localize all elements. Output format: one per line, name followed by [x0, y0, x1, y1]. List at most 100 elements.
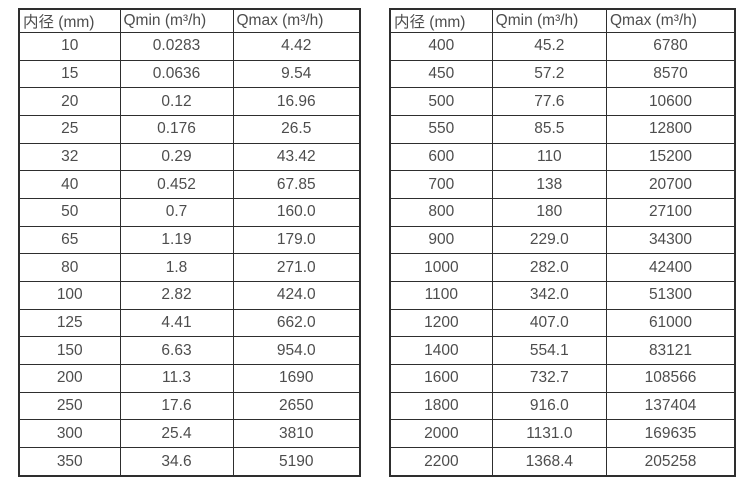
- table-cell: 500: [389, 87, 493, 117]
- table-row: 10 0.0283 4.42: [18, 32, 361, 61]
- header-qmax: Qmax (m³/h): [605, 8, 736, 33]
- table-cell: 282.0: [491, 253, 607, 283]
- table-cell: 1100: [389, 281, 493, 310]
- table-cell: 4.42: [232, 32, 361, 61]
- table-row: 550 85.5 12800: [389, 115, 736, 144]
- table-cell: 125: [18, 308, 121, 338]
- table-cell: 16.96: [232, 87, 361, 117]
- table-row: 450 57.2 8570: [389, 59, 736, 89]
- table-row: 1400 554.1 83121: [389, 336, 736, 366]
- table-cell: 662.0: [232, 308, 361, 338]
- table-cell: 180: [491, 198, 607, 227]
- table-cell: 15200: [605, 142, 736, 172]
- table-cell: 0.7: [119, 198, 234, 227]
- table-cell: 800: [389, 198, 493, 227]
- table-cell: 300: [18, 419, 121, 449]
- table-cell: 10: [18, 32, 121, 61]
- table-cell: 1.8: [119, 253, 234, 283]
- table-cell: 0.176: [119, 115, 234, 144]
- table-cell: 0.29: [119, 142, 234, 172]
- table-row: 15 0.0636 9.54: [18, 59, 361, 89]
- table-row: 40 0.452 67.85: [18, 170, 361, 200]
- table-cell: 137404: [605, 391, 736, 421]
- table-cell: 8570: [605, 59, 736, 89]
- table-cell: 954.0: [232, 336, 361, 366]
- table-cell: 916.0: [491, 391, 607, 421]
- table-cell: 205258: [605, 447, 736, 477]
- table-cell: 179.0: [232, 225, 361, 255]
- table-row: 20 0.12 16.96: [18, 87, 361, 117]
- table-cell: 271.0: [232, 253, 361, 283]
- table-row: 800 180 27100: [389, 198, 736, 227]
- table-cell: 32: [18, 142, 121, 172]
- table-body: 400 45.2 6780 450 57.2 8570 500 77.6 10600 550 85.…: [389, 32, 736, 477]
- table-cell: 51300: [605, 281, 736, 310]
- header-row: 内径 (mm) Qmin (m³/h) Qmax (m³/h): [389, 8, 736, 33]
- table-cell: 1400: [389, 336, 493, 366]
- table-cell: 9.54: [232, 59, 361, 89]
- table-cell: 350: [18, 447, 121, 477]
- header-qmin: Qmin (m³/h): [119, 8, 234, 33]
- table-cell: 50: [18, 198, 121, 227]
- table-cell: 11.3: [119, 364, 234, 393]
- table-row: 80 1.8 271.0: [18, 253, 361, 283]
- header-qmax: Qmax (m³/h): [232, 8, 361, 33]
- table-cell: 229.0: [491, 225, 607, 255]
- table-cell: 61000: [605, 308, 736, 338]
- table-cell: 150: [18, 336, 121, 366]
- table-cell: 25: [18, 115, 121, 144]
- table-row: 25 0.176 26.5: [18, 115, 361, 144]
- table-row: 400 45.2 6780: [389, 32, 736, 61]
- table-cell: 1200: [389, 308, 493, 338]
- table-cell: 42400: [605, 253, 736, 283]
- table-cell: 12800: [605, 115, 736, 144]
- table-cell: 43.42: [232, 142, 361, 172]
- table-cell: 100: [18, 281, 121, 310]
- table-cell: 424.0: [232, 281, 361, 310]
- table-row: 65 1.19 179.0: [18, 225, 361, 255]
- table-cell: 1131.0: [491, 419, 607, 449]
- table-cell: 1.19: [119, 225, 234, 255]
- table-cell: 400: [389, 32, 493, 61]
- table-cell: 2000: [389, 419, 493, 449]
- table-cell: 40: [18, 170, 121, 200]
- table-cell: 160.0: [232, 198, 361, 227]
- table-cell: 67.85: [232, 170, 361, 200]
- table-cell: 45.2: [491, 32, 607, 61]
- table-cell: 1000: [389, 253, 493, 283]
- table-cell: 900: [389, 225, 493, 255]
- table-cell: 27100: [605, 198, 736, 227]
- table-cell: 1600: [389, 364, 493, 393]
- table-cell: 169635: [605, 419, 736, 449]
- flow-table-small-diameters: 内径 (mm) Qmin (m³/h) Qmax (m³/h) 10 0.0283…: [18, 8, 361, 477]
- table-cell: 26.5: [232, 115, 361, 144]
- table-row: 900 229.0 34300: [389, 225, 736, 255]
- table-cell: 342.0: [491, 281, 607, 310]
- table-row: 32 0.29 43.42: [18, 142, 361, 172]
- table-cell: 17.6: [119, 391, 234, 421]
- table-cell: 6.63: [119, 336, 234, 366]
- table-row: 1200 407.0 61000: [389, 308, 736, 338]
- table-cell: 110: [491, 142, 607, 172]
- table-cell: 25.4: [119, 419, 234, 449]
- table-body: 10 0.0283 4.42 15 0.0636 9.54 20 0.12 16.96 25 0.1…: [18, 32, 361, 477]
- table-row: 350 34.6 5190: [18, 447, 361, 477]
- table-row: 1100 342.0 51300: [389, 281, 736, 310]
- table-cell: 1800: [389, 391, 493, 421]
- table-row: 50 0.7 160.0: [18, 198, 361, 227]
- table-cell: 20700: [605, 170, 736, 200]
- table-row: 2000 1131.0 169635: [389, 419, 736, 449]
- table-cell: 108566: [605, 364, 736, 393]
- table-cell: 2200: [389, 447, 493, 477]
- table-cell: 5190: [232, 447, 361, 477]
- table-cell: 80: [18, 253, 121, 283]
- table-cell: 200: [18, 364, 121, 393]
- table-row: 700 138 20700: [389, 170, 736, 200]
- table-cell: 65: [18, 225, 121, 255]
- table-row: 600 110 15200: [389, 142, 736, 172]
- table-row: 1000 282.0 42400: [389, 253, 736, 283]
- table-row: 125 4.41 662.0: [18, 308, 361, 338]
- table-row: 300 25.4 3810: [18, 419, 361, 449]
- table-cell: 700: [389, 170, 493, 200]
